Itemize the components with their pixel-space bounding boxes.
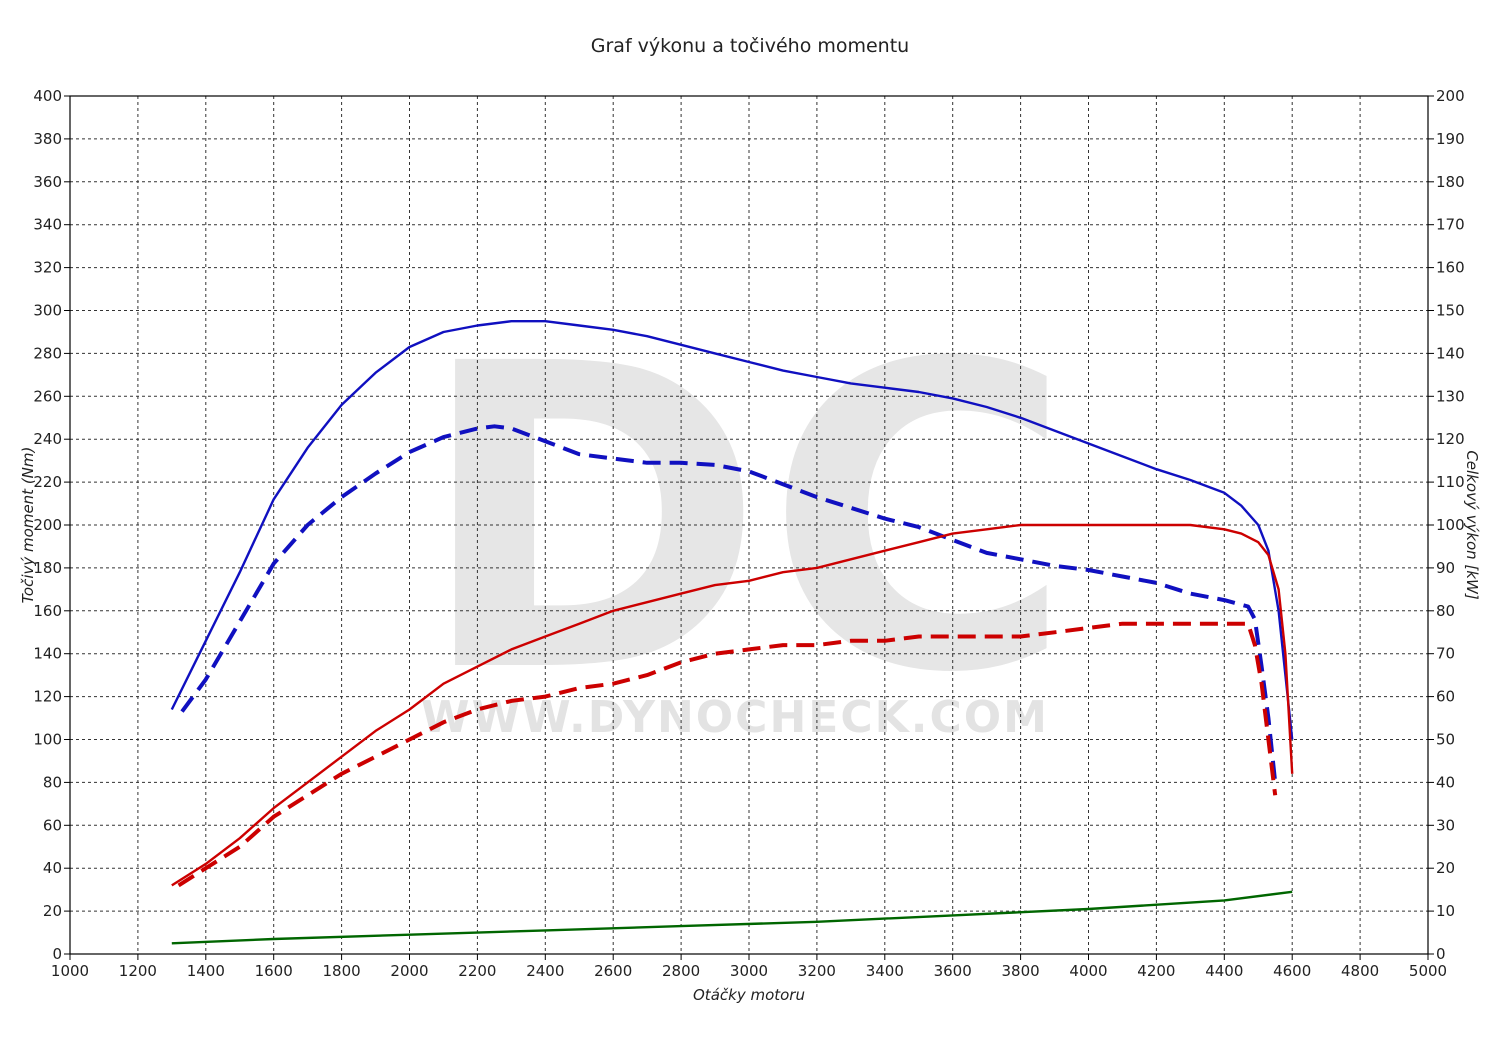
x-tick-label: 1800 [323,962,361,980]
y-left-tick-label: 380 [33,130,62,148]
y-right-tick-label: 20 [1436,859,1455,877]
y-left-tick-label: 20 [43,902,62,920]
x-tick-label: 4600 [1273,962,1311,980]
y-left-tick-label: 400 [33,87,62,105]
y-left-tick-label: 320 [33,259,62,277]
series-line-2 [180,424,1278,783]
y-right-tick-label: 170 [1436,216,1465,234]
y-right-tick-label: 160 [1436,259,1465,277]
x-tick-label: 2800 [662,962,700,980]
y-left-tick-label: 120 [33,688,62,706]
y-right-tick-label: 180 [1436,173,1465,191]
y-left-tick-label: 360 [33,173,62,191]
y-right-tick-label: 100 [1436,516,1465,534]
y-right-tick-label: 200 [1436,87,1465,105]
y-right-tick-label: 10 [1436,902,1455,920]
y-right-tick-label: 110 [1436,473,1465,491]
y-left-tick-label: 240 [33,430,62,448]
series-line-4 [177,621,1278,888]
x-tick-label: 2200 [458,962,496,980]
x-tick-label: 2600 [594,962,632,980]
x-tick-label: 4200 [1137,962,1175,980]
y-left-tick-label: 220 [33,473,62,491]
y-right-tick-label: 60 [1436,688,1455,706]
y-right-tick-label: 30 [1436,816,1455,834]
grid [70,96,1428,954]
series-group [170,320,1294,945]
y-right-tick-label: 120 [1436,430,1465,448]
x-axis-label: Otáčky motoru [693,986,805,1004]
x-tick-label: 3400 [866,962,904,980]
y-right-tick-label: 40 [1436,773,1455,791]
x-tick-label: 3800 [1002,962,1040,980]
x-tick-label: 4800 [1341,962,1379,980]
series-line-1 [170,320,1294,740]
y-axis-right-label: Celkový výkon [kW] [1463,450,1481,600]
y-left-tick-label: 340 [33,216,62,234]
y-left-tick-label: 80 [43,773,62,791]
ticks: 1000 1200 1400 1600 1800 2000 2200 2400 2600 2800… [33,87,1464,980]
y-right-tick-label: 90 [1436,559,1455,577]
y-left-tick-label: 100 [33,731,62,749]
y-left-tick-label: 40 [43,859,62,877]
series-line-5 [171,890,1293,945]
y-left-tick-label: 280 [33,344,62,362]
watermark: DC WWW.DYNOCHECK.COM [417,276,1074,765]
y-right-tick-label: 0 [1436,945,1446,963]
y-left-tick-label: 180 [33,559,62,577]
x-tick-label: 1400 [187,962,225,980]
y-left-tick-label: 140 [33,645,62,663]
y-right-tick-label: 150 [1436,302,1465,320]
x-tick-label: 3600 [934,962,972,980]
y-right-tick-label: 130 [1436,387,1465,405]
x-tick-label: 2000 [390,962,428,980]
x-tick-label: 3000 [730,962,768,980]
x-tick-label: 3200 [798,962,836,980]
y-left-tick-label: 160 [33,602,62,620]
watermark-url: WWW.DYNOCHECK.COM [421,692,1049,743]
x-tick-label: 1200 [119,962,157,980]
x-tick-label: 5000 [1409,962,1447,980]
y-right-tick-label: 190 [1436,130,1465,148]
y-left-tick-label: 200 [33,516,62,534]
x-tick-label: 1000 [51,962,89,980]
y-right-tick-label: 50 [1436,731,1455,749]
y-right-tick-label: 70 [1436,645,1455,663]
y-left-tick-label: 0 [52,945,62,963]
series-line-3 [171,523,1294,887]
chart-title: Graf výkonu a točivého momentu [591,35,909,57]
y-left-tick-label: 300 [33,302,62,320]
y-right-tick-label: 80 [1436,602,1455,620]
x-tick-label: 1600 [255,962,293,980]
y-axis-left-label: Točivý moment (Nm) [19,447,37,604]
x-tick-label: 2400 [526,962,564,980]
y-left-tick-label: 260 [33,387,62,405]
x-tick-label: 4000 [1069,962,1107,980]
watermark-letters: DC [417,276,1074,765]
y-right-tick-label: 140 [1436,344,1465,362]
x-tick-label: 4400 [1205,962,1243,980]
y-left-tick-label: 60 [43,816,62,834]
